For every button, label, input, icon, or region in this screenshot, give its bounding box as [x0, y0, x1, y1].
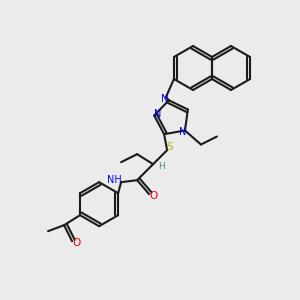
Text: N: N — [154, 110, 162, 119]
Text: O: O — [72, 238, 80, 248]
Text: N: N — [179, 127, 187, 136]
Text: O: O — [149, 191, 157, 201]
Text: N: N — [161, 94, 169, 104]
Text: S: S — [167, 142, 173, 152]
Text: H: H — [158, 162, 164, 171]
Text: NH: NH — [107, 175, 122, 185]
